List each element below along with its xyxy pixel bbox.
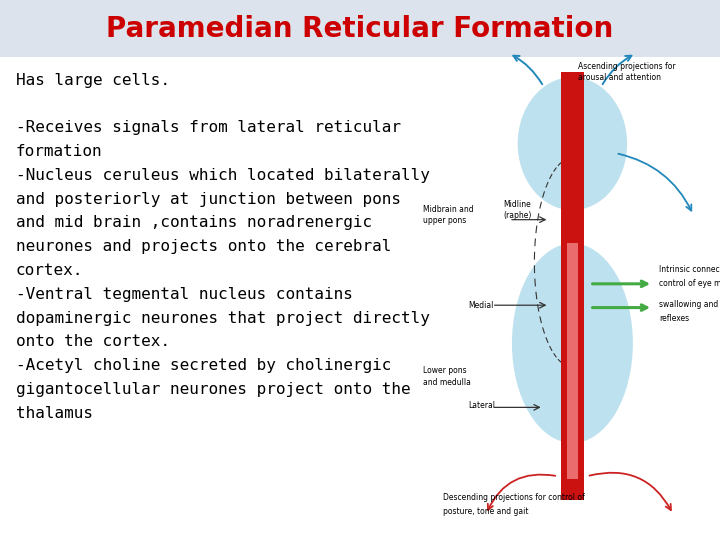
Text: dopaminergic neurones that project directly: dopaminergic neurones that project direc… <box>16 310 430 326</box>
Text: Intrinsic connections for: Intrinsic connections for <box>659 265 720 274</box>
Bar <box>567 244 578 478</box>
Text: -Acetyl choline secreted by cholinergic: -Acetyl choline secreted by cholinergic <box>16 358 391 373</box>
Text: and mid brain ,contains noradrenergic: and mid brain ,contains noradrenergic <box>16 215 372 231</box>
Text: posture, tone and gait: posture, tone and gait <box>443 508 528 516</box>
Text: and posteriorly at junction between pons: and posteriorly at junction between pons <box>16 192 401 207</box>
Bar <box>561 72 584 500</box>
Text: Lateral: Lateral <box>469 401 496 410</box>
Text: cortex.: cortex. <box>16 263 84 278</box>
Text: Medial: Medial <box>469 301 494 310</box>
Text: Descending projections for control of: Descending projections for control of <box>443 493 585 502</box>
Text: -Ventral tegmental nucleus contains: -Ventral tegmental nucleus contains <box>16 287 353 302</box>
Text: Paramedian Reticular Formation: Paramedian Reticular Formation <box>107 15 613 43</box>
Text: Has large cells.: Has large cells. <box>16 73 170 88</box>
Text: Midbrain and
upper pons: Midbrain and upper pons <box>423 205 473 225</box>
Text: reflexes: reflexes <box>659 314 689 323</box>
Ellipse shape <box>512 244 633 443</box>
Ellipse shape <box>518 77 627 210</box>
Text: onto the cortex.: onto the cortex. <box>16 334 170 349</box>
Text: formation: formation <box>16 144 102 159</box>
Text: Ascending projections for
arousal and attention: Ascending projections for arousal and at… <box>578 62 676 83</box>
Text: Midline
(raphe): Midline (raphe) <box>503 200 531 220</box>
Text: swallowing and brainstem: swallowing and brainstem <box>659 300 720 309</box>
Text: neurones and projects onto the cerebral: neurones and projects onto the cerebral <box>16 239 391 254</box>
Text: Lower pons
and medulla: Lower pons and medulla <box>423 367 470 387</box>
FancyBboxPatch shape <box>0 0 720 57</box>
Text: control of eye movements: control of eye movements <box>659 279 720 288</box>
Text: thalamus: thalamus <box>16 406 93 421</box>
Text: gigantocellular neurones project onto the: gigantocellular neurones project onto th… <box>16 382 410 397</box>
Text: -Nucleus ceruleus which located bilaterally: -Nucleus ceruleus which located bilatera… <box>16 168 430 183</box>
Text: -Receives signals from lateral reticular: -Receives signals from lateral reticular <box>16 120 401 136</box>
